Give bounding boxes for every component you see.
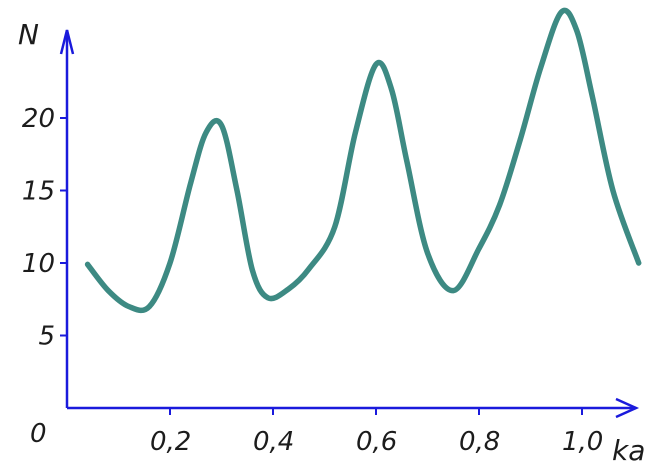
x-tick-label: 0,6 <box>356 427 397 457</box>
data-point <box>188 180 194 186</box>
data-point <box>332 224 338 230</box>
data-point <box>373 61 379 67</box>
data-point <box>574 28 580 34</box>
data-point <box>265 295 271 301</box>
axes-group <box>59 29 640 419</box>
points-group <box>85 9 642 309</box>
data-point <box>517 137 523 143</box>
data-point <box>388 86 394 92</box>
data-point <box>126 304 132 309</box>
x-tick-label: 0,8 <box>459 427 500 457</box>
x-tick-label: 1,0 <box>562 427 603 457</box>
data-point <box>538 64 544 70</box>
series-line <box>84 7 642 314</box>
data-point <box>425 250 430 256</box>
data-point <box>636 260 642 266</box>
origin-label: 0 <box>30 419 47 449</box>
data-point <box>203 130 209 135</box>
x-tick-label: 0,4 <box>253 427 294 457</box>
y-axis-label: N <box>18 18 39 51</box>
labels-group: N ka 0 0,2 0,4 0,6 0,8 1,0 5 10 15 20 <box>18 18 645 467</box>
data-point <box>589 93 595 99</box>
data-point <box>285 286 291 292</box>
data-point <box>85 261 91 267</box>
data-point <box>610 188 616 193</box>
data-point <box>234 188 240 193</box>
data-point <box>306 266 312 272</box>
data-point <box>146 304 152 309</box>
y-tick-label: 10 <box>22 249 55 279</box>
ticks-group <box>60 117 583 415</box>
data-point <box>219 122 224 128</box>
x-axis-label: ka <box>612 434 645 467</box>
y-tick-label: 20 <box>22 104 55 134</box>
y-tick-label: 15 <box>22 177 55 207</box>
data-point <box>404 159 410 164</box>
data-point <box>167 260 173 266</box>
y-axis-arrowhead <box>59 29 75 55</box>
data-point <box>497 202 503 208</box>
data-point <box>105 288 111 294</box>
data-point <box>352 130 358 135</box>
data-point <box>450 288 456 294</box>
x-tick-label: 0,2 <box>150 427 191 457</box>
data-point <box>558 9 564 15</box>
y-tick-label: 5 <box>38 322 55 352</box>
x-axis-arrowhead <box>615 397 640 419</box>
data-point <box>476 246 482 251</box>
data-point <box>249 267 255 273</box>
